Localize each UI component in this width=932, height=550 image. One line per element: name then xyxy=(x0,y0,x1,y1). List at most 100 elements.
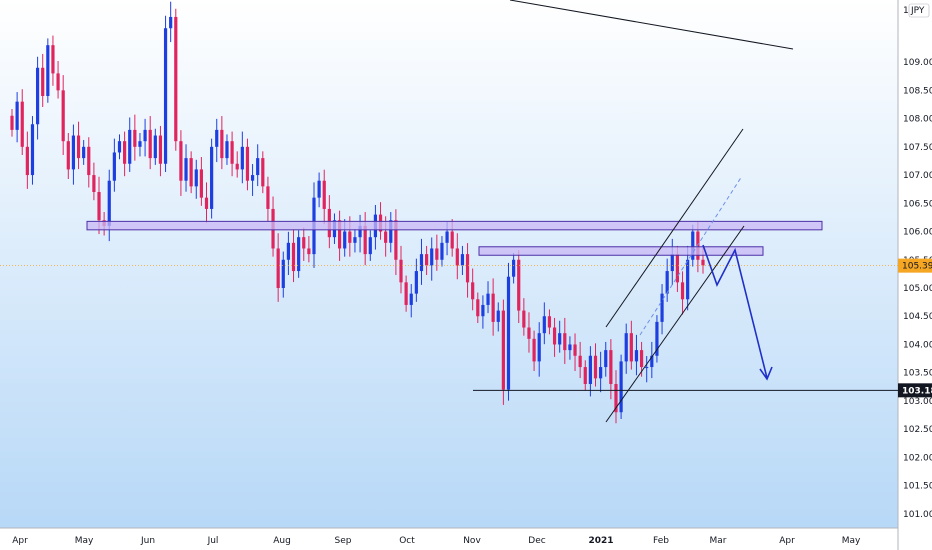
candle-body xyxy=(15,101,19,130)
candle-body xyxy=(117,141,122,153)
candle-body xyxy=(542,316,546,334)
candle-body xyxy=(363,225,367,255)
resistance-zone-upper-zone[interactable] xyxy=(86,220,823,231)
candle-body xyxy=(35,67,40,125)
price-tick-label: 108.000 xyxy=(903,115,932,125)
candle-body xyxy=(512,259,516,277)
zones-group xyxy=(0,220,898,391)
candle-body xyxy=(179,141,183,181)
candle-body xyxy=(686,259,690,300)
price-tick-label: 106.500 xyxy=(903,199,932,209)
time-tick-label: May xyxy=(75,536,94,546)
candle-body xyxy=(583,367,587,384)
time-tick-label: Oct xyxy=(399,536,415,546)
drawings-group xyxy=(509,0,794,423)
candle-body xyxy=(619,361,623,413)
candle-body xyxy=(660,293,664,322)
candle-body xyxy=(558,333,562,345)
candle-body xyxy=(650,355,654,368)
candle-body xyxy=(169,16,173,29)
candle-body xyxy=(486,293,490,305)
candle-body xyxy=(307,248,311,255)
candle-body xyxy=(158,135,163,164)
candle-body xyxy=(491,293,495,322)
candle-body xyxy=(337,220,342,249)
candle-body xyxy=(624,333,628,362)
candle-body xyxy=(435,248,439,260)
candle-body xyxy=(56,73,60,91)
candle-body xyxy=(450,231,454,249)
candle-body xyxy=(317,180,321,198)
price-axis-ticks: 109.000 108.500 108.000 107.500 107.000 106.5… xyxy=(903,58,932,520)
axis-labels: 1 JPY 105.396 103.188 xyxy=(898,3,932,398)
last-price-label: 105.396 xyxy=(902,262,932,272)
candle-body xyxy=(460,254,465,266)
candle-body xyxy=(680,282,685,300)
candle-body xyxy=(568,344,572,351)
time-tick-label: Mar xyxy=(710,536,727,546)
candle-body xyxy=(465,254,470,283)
candle-body xyxy=(670,254,674,272)
candle-body xyxy=(471,282,475,300)
candle-body xyxy=(691,231,695,260)
candle-body xyxy=(220,129,224,159)
candle-body xyxy=(537,333,541,362)
price-axis-panel xyxy=(898,0,932,550)
price-tick-label: 102.500 xyxy=(903,425,932,435)
candle-body xyxy=(225,141,229,159)
time-tick-label: Aug xyxy=(273,536,291,546)
candle-body xyxy=(82,146,86,159)
candle-body xyxy=(189,158,193,187)
support-price-label-box xyxy=(898,383,932,398)
time-tick-label: Nov xyxy=(463,536,481,546)
price-tick-label: 108.500 xyxy=(903,86,932,96)
candle-body xyxy=(61,90,65,142)
candle-body xyxy=(46,45,50,96)
candle-body xyxy=(112,152,116,181)
resistance-zone-lower-zone[interactable] xyxy=(478,246,764,256)
candle-body xyxy=(527,327,531,339)
projection-path[interactable] xyxy=(702,244,768,379)
support-price-label: 103.188 xyxy=(902,386,932,396)
channel-lower-line[interactable] xyxy=(605,225,745,423)
channel-upper-line[interactable] xyxy=(605,128,744,328)
candle-body xyxy=(604,350,608,368)
candle-body xyxy=(609,350,613,384)
projection-arrowhead-icon xyxy=(759,366,773,381)
candle-body xyxy=(404,282,408,305)
channel-midline[interactable] xyxy=(639,175,743,336)
price-tick-label: 107.500 xyxy=(903,143,932,153)
candle-body xyxy=(394,220,398,260)
symbol-badge[interactable] xyxy=(908,3,930,18)
candle-body xyxy=(593,355,598,379)
candle-body xyxy=(599,367,603,379)
candle-body xyxy=(532,338,536,362)
price-tick-label: 103.000 xyxy=(903,397,932,407)
candle-body xyxy=(368,237,372,255)
candle-body xyxy=(399,259,403,283)
candle-body xyxy=(87,146,91,176)
candle-body xyxy=(496,310,500,322)
price-tick-label: 107.000 xyxy=(903,171,932,181)
candle-body xyxy=(476,299,480,317)
candle-body xyxy=(353,237,357,243)
candle-body xyxy=(107,180,111,226)
downtrend-line[interactable] xyxy=(509,0,794,50)
candle-body xyxy=(199,169,203,198)
time-tick-label: Sep xyxy=(335,536,352,546)
candle-body xyxy=(578,355,582,368)
candle-body xyxy=(389,220,393,243)
candle-body xyxy=(20,101,24,147)
candle-body xyxy=(655,321,659,356)
time-tick-label: 2021 xyxy=(588,536,613,546)
candle-body xyxy=(148,129,152,159)
candle-body xyxy=(552,327,557,345)
candle-body xyxy=(419,254,424,272)
candle-body xyxy=(675,254,680,283)
candle-body xyxy=(445,231,449,243)
last-price-label-box xyxy=(898,258,932,273)
price-tick-label: 106.000 xyxy=(903,228,932,238)
candle-body xyxy=(414,271,418,294)
time-tick-label: Feb xyxy=(653,536,669,546)
